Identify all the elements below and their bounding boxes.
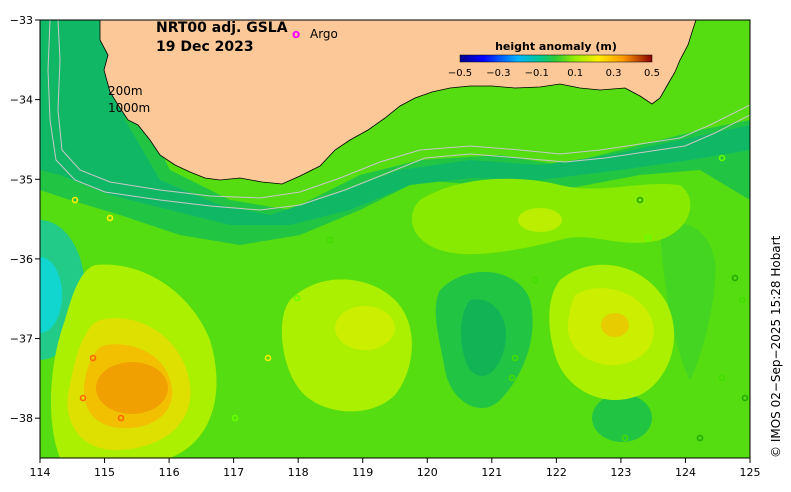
- argo-float: [106, 214, 114, 222]
- x-tick-label: 121: [481, 466, 502, 479]
- x-tick-label: 118: [288, 466, 309, 479]
- argo-float: [89, 354, 97, 362]
- argo-float: [508, 374, 516, 382]
- colorbar-title: height anomaly (m): [495, 40, 617, 53]
- credit-text: © IMOS 02−Sep−2025 15:28 Hobart: [769, 235, 783, 458]
- sla-shelf-core: [40, 20, 750, 225]
- argo-float: [531, 276, 539, 284]
- argo-markers: [71, 154, 749, 442]
- colorbar-tick-label: 0.3: [606, 68, 622, 79]
- product-title: NRT00 adj. GSLA: [156, 20, 288, 36]
- argo-float: [511, 354, 519, 362]
- y-tick-label: −34: [10, 94, 33, 107]
- date-title: 19 Dec 2023: [156, 39, 254, 55]
- y-tick-label: −36: [10, 253, 33, 266]
- sla-low-east: [592, 394, 652, 442]
- argo-float: [264, 354, 272, 362]
- x-tick-label: 120: [417, 466, 438, 479]
- argo-float: [731, 274, 739, 282]
- argo-float: [696, 434, 704, 442]
- isobath-1000m-label: 1000m: [108, 101, 150, 115]
- x-tick-label: 122: [546, 466, 567, 479]
- sla-field: [40, 20, 750, 458]
- x-axis: 114 115 116 117 118 119 120 121 122 123 124 125: [30, 458, 761, 479]
- sla-high-north-core: [518, 208, 562, 232]
- plot-frame: [39, 19, 751, 459]
- argo-float: [644, 234, 652, 242]
- y-tick-label: −37: [10, 333, 33, 346]
- x-tick-label: 116: [159, 466, 180, 479]
- argo-float: [718, 154, 726, 162]
- argo-float: [718, 374, 726, 382]
- argo-float: [293, 294, 301, 302]
- sla-high-center-core: [335, 306, 395, 350]
- colorbar-scale: [459, 54, 653, 63]
- argo-float: [71, 196, 79, 204]
- argo-float: [79, 394, 87, 402]
- argo-float: [636, 196, 644, 204]
- y-tick-label: −38: [10, 412, 33, 425]
- sla-cyan-core: [40, 257, 62, 333]
- argo-legend-icon: o: [292, 27, 300, 41]
- isobath-200m: [57, 20, 750, 199]
- x-tick-label: 124: [675, 466, 696, 479]
- argo-float: [231, 414, 239, 422]
- argo-float: [326, 236, 334, 244]
- x-tick-label: 123: [610, 466, 631, 479]
- argo-float: [117, 414, 125, 422]
- sla-low-central-core: [461, 299, 506, 376]
- sla-high-southwest-peak: [96, 362, 168, 414]
- argo-float: [738, 296, 746, 304]
- y-tick-label: −35: [10, 173, 33, 186]
- argo-float: [621, 434, 629, 442]
- argo-float: [741, 394, 749, 402]
- argo-legend-label: Argo: [310, 27, 338, 41]
- sla-low-east-ridge: [660, 223, 716, 380]
- colorbar-tick-label: −0.5: [448, 68, 472, 79]
- y-axis: −33 −34 −35 −36 −37 −38: [10, 14, 40, 425]
- x-tick-label: 125: [740, 466, 761, 479]
- isobath-1000m: [47, 20, 750, 211]
- x-tick-label: 115: [94, 466, 115, 479]
- colorbar-tick-label: 0.1: [567, 68, 583, 79]
- x-tick-label: 119: [352, 466, 373, 479]
- sla-high-east-core: [601, 313, 629, 337]
- x-tick-label: 117: [223, 466, 244, 479]
- colorbar-tick-label: −0.3: [486, 68, 510, 79]
- colorbar-tick-label: −0.1: [525, 68, 549, 79]
- y-tick-label: −33: [10, 14, 33, 27]
- colorbar-ticks: −0.5 −0.3 −0.1 0.1 0.3 0.5: [448, 68, 660, 79]
- isobath-200m-label: 200m: [108, 84, 143, 98]
- x-tick-label: 114: [30, 466, 51, 479]
- colorbar-tick-label: 0.5: [644, 68, 660, 79]
